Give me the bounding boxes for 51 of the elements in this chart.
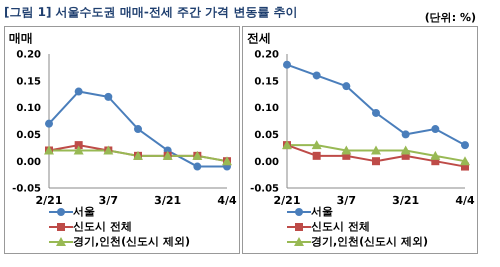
point [283,60,291,69]
y-tick-label: 0.10 [16,103,42,114]
legend-label: 신도시 전체 [311,220,370,233]
y-tick-label: 0.10 [254,103,280,114]
point [341,145,352,154]
legend-label: 서울 [311,205,333,218]
point [312,140,322,150]
legend-label: 경기,인천(신도시 제외) [311,235,428,248]
point [45,120,53,128]
text: [그림 1] 서울수도권 매매-전세 주간 가격 변동률 추이 [4,4,298,21]
x-tick-label: 3/7 [336,194,356,207]
y-tick-label: 0.20 [254,50,280,61]
chart-title: 전세 [246,30,272,46]
y-tick-label: 0.00 [254,156,280,168]
y-tick-label: 0.05 [16,130,42,141]
x-tick-label: 3/21 [392,194,420,207]
x-tick-label: 3/7 [98,194,118,207]
point [74,145,84,154]
x-tick-label: 2/21 [36,194,62,207]
legend-label: 경기,인천(신도시 제외) [73,235,190,248]
text: (단위: %) [424,10,477,26]
y-tick-label: 0.15 [254,76,280,88]
point [430,150,440,160]
y-tick-label: 0.05 [254,130,280,141]
x-tick-label: 4/4 [455,194,476,207]
point [402,130,410,138]
point [104,92,112,101]
point [371,145,381,154]
y-tick-label: 0.00 [16,156,42,168]
legend-label: 서울 [73,205,95,218]
point [372,108,380,117]
point [193,162,202,171]
y-tick-label: -0.05 [250,184,280,195]
point [461,141,469,150]
x-tick-label: 4/4 [217,194,238,207]
point [431,125,440,134]
point [312,152,321,160]
point [372,157,380,166]
x-tick-label: 2/21 [274,194,300,207]
y-tick-label: 0.15 [16,76,42,88]
point [134,125,142,134]
y-tick-label: -0.05 [12,184,42,195]
y-tick-label: 0.20 [16,50,42,61]
x-tick-label: 3/21 [154,194,182,207]
point [460,156,470,166]
point [400,145,411,154]
point [74,88,83,96]
chart-title: 매매 [8,30,34,46]
legend-label: 신도시 전체 [73,220,132,233]
point [342,82,350,90]
point [312,71,321,80]
